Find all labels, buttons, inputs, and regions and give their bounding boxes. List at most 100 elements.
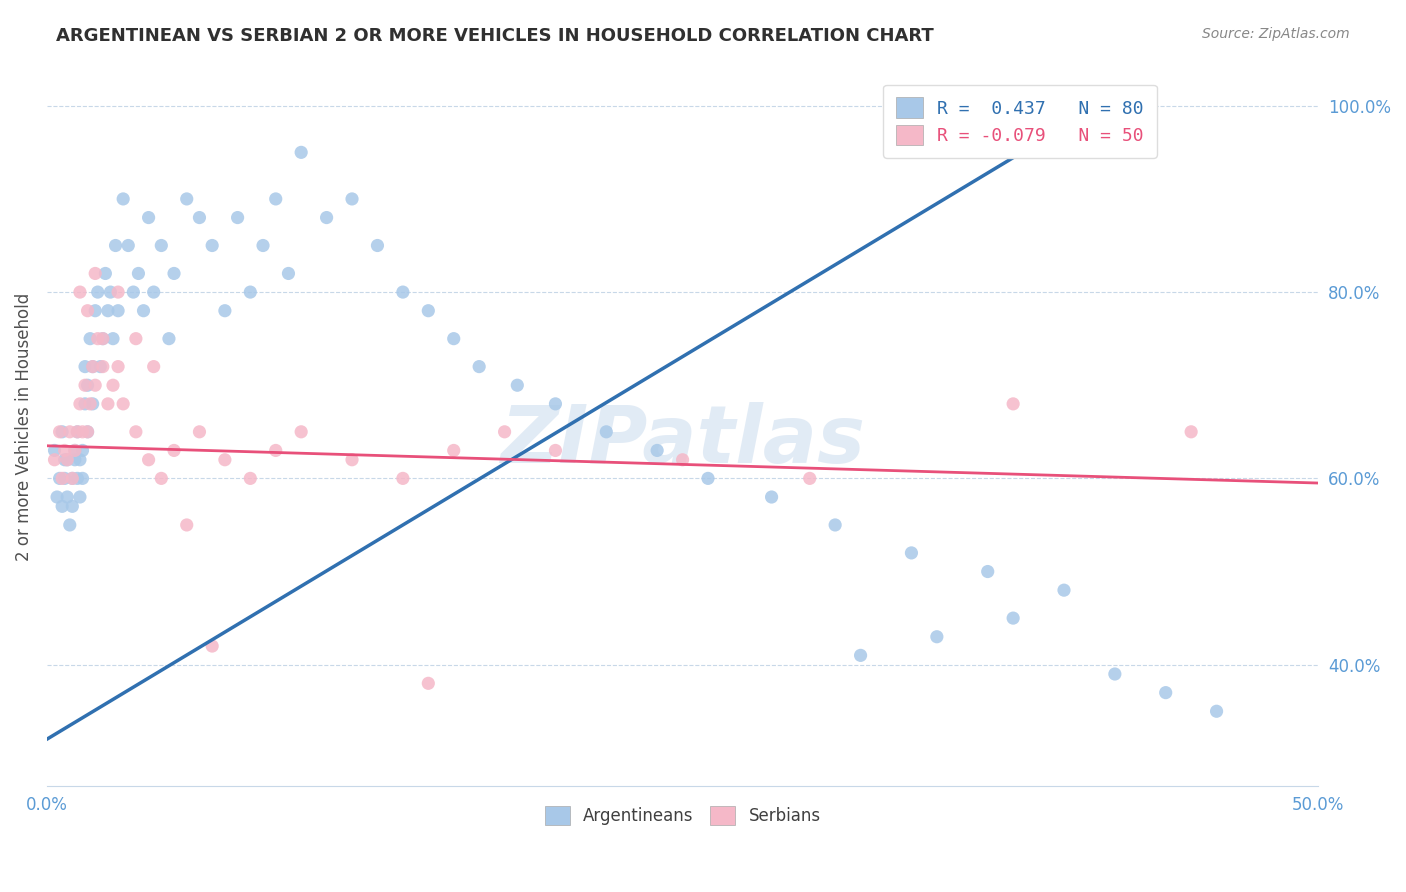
Point — [125, 332, 148, 346]
Point — [107, 359, 129, 374]
Point — [277, 267, 299, 281]
Point — [87, 285, 110, 299]
Point — [53, 452, 76, 467]
Point — [63, 443, 86, 458]
Point — [418, 676, 440, 690]
Point — [89, 359, 111, 374]
Point — [125, 425, 148, 439]
Point — [72, 443, 94, 458]
Point — [163, 267, 186, 281]
Point — [63, 443, 86, 458]
Point — [925, 630, 948, 644]
Point — [91, 332, 114, 346]
Point — [117, 238, 139, 252]
Point — [163, 443, 186, 458]
Point — [82, 359, 104, 374]
Point — [51, 500, 73, 514]
Point — [112, 192, 135, 206]
Point — [66, 471, 89, 485]
Point — [104, 238, 127, 252]
Point — [56, 452, 79, 467]
Point — [392, 285, 415, 299]
Point — [66, 425, 89, 439]
Point — [84, 378, 107, 392]
Point — [443, 332, 465, 346]
Text: ZIPatlas: ZIPatlas — [501, 402, 865, 481]
Legend: Argentineans, Serbians: Argentineans, Serbians — [534, 796, 831, 835]
Point — [48, 471, 70, 485]
Point — [544, 443, 567, 458]
Point — [290, 145, 312, 160]
Point — [392, 471, 415, 485]
Point — [1002, 397, 1025, 411]
Point — [97, 303, 120, 318]
Point — [671, 452, 693, 467]
Point — [900, 546, 922, 560]
Point — [595, 425, 617, 439]
Point — [977, 565, 1000, 579]
Point — [107, 285, 129, 299]
Point — [51, 425, 73, 439]
Point — [443, 443, 465, 458]
Point — [264, 443, 287, 458]
Point — [51, 471, 73, 485]
Point — [132, 303, 155, 318]
Point — [138, 211, 160, 225]
Point — [56, 490, 79, 504]
Point — [468, 359, 491, 374]
Point — [66, 425, 89, 439]
Point — [97, 397, 120, 411]
Point — [82, 359, 104, 374]
Point — [1154, 685, 1177, 699]
Point — [157, 332, 180, 346]
Point — [290, 425, 312, 439]
Point — [94, 267, 117, 281]
Point — [264, 192, 287, 206]
Point — [824, 518, 846, 533]
Point — [76, 303, 98, 318]
Point — [1053, 583, 1076, 598]
Point — [69, 285, 91, 299]
Point — [87, 332, 110, 346]
Point — [72, 471, 94, 485]
Point — [69, 490, 91, 504]
Point — [82, 397, 104, 411]
Point — [53, 443, 76, 458]
Point — [73, 378, 96, 392]
Text: ARGENTINEAN VS SERBIAN 2 OR MORE VEHICLES IN HOUSEHOLD CORRELATION CHART: ARGENTINEAN VS SERBIAN 2 OR MORE VEHICLE… — [56, 27, 934, 45]
Point — [201, 238, 224, 252]
Point — [91, 332, 114, 346]
Point — [60, 471, 83, 485]
Point — [84, 267, 107, 281]
Point — [1180, 425, 1202, 439]
Point — [799, 471, 821, 485]
Point — [340, 452, 363, 467]
Point — [1104, 667, 1126, 681]
Point — [138, 452, 160, 467]
Point — [44, 452, 66, 467]
Point — [142, 359, 165, 374]
Point — [60, 500, 83, 514]
Point — [107, 303, 129, 318]
Point — [214, 303, 236, 318]
Point — [59, 518, 82, 533]
Point — [188, 211, 211, 225]
Point — [100, 285, 122, 299]
Point — [76, 378, 98, 392]
Point — [101, 332, 124, 346]
Point — [418, 303, 440, 318]
Point — [59, 425, 82, 439]
Point — [1002, 611, 1025, 625]
Point — [60, 471, 83, 485]
Text: Source: ZipAtlas.com: Source: ZipAtlas.com — [1202, 27, 1350, 41]
Point — [79, 397, 101, 411]
Point — [69, 397, 91, 411]
Point — [76, 425, 98, 439]
Point — [73, 397, 96, 411]
Point — [506, 378, 529, 392]
Point — [214, 452, 236, 467]
Point — [239, 285, 262, 299]
Point — [697, 471, 720, 485]
Point — [544, 397, 567, 411]
Point — [63, 452, 86, 467]
